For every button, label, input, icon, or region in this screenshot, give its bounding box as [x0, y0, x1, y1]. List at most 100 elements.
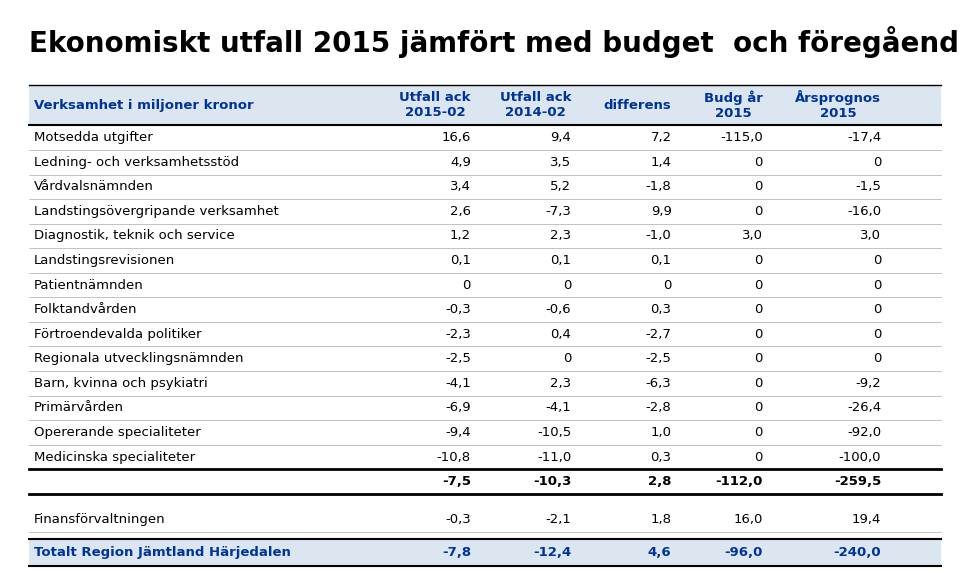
Text: 0: 0 — [755, 328, 762, 340]
Text: 4,9: 4,9 — [450, 156, 470, 168]
Text: 5,2: 5,2 — [550, 180, 571, 193]
Text: 0: 0 — [755, 205, 762, 218]
Text: -1,5: -1,5 — [855, 180, 881, 193]
Text: 2,6: 2,6 — [450, 205, 470, 218]
Text: 0: 0 — [755, 180, 762, 193]
Text: 9,4: 9,4 — [550, 131, 571, 144]
Text: 0,4: 0,4 — [550, 328, 571, 340]
Text: 0: 0 — [563, 352, 571, 365]
Text: Vårdvalsnämnden: Vårdvalsnämnden — [34, 180, 154, 193]
Text: 0: 0 — [755, 450, 762, 463]
Text: -17,4: -17,4 — [847, 131, 881, 144]
Text: -2,1: -2,1 — [545, 513, 571, 526]
Text: -92,0: -92,0 — [847, 426, 881, 439]
Text: -4,1: -4,1 — [545, 401, 571, 414]
Text: 3,0: 3,0 — [742, 229, 762, 242]
Text: 2,3: 2,3 — [550, 229, 571, 242]
Text: -0,3: -0,3 — [445, 303, 470, 316]
Text: 0: 0 — [755, 377, 762, 390]
Text: 0: 0 — [873, 352, 881, 365]
Text: 0: 0 — [873, 254, 881, 267]
Text: 0: 0 — [755, 401, 762, 414]
Text: Motsedda utgifter: Motsedda utgifter — [34, 131, 153, 144]
Text: -2,5: -2,5 — [646, 352, 672, 365]
Bar — [29, 85, 941, 125]
Text: 0,3: 0,3 — [651, 450, 672, 463]
Text: Förtroendevalda politiker: Förtroendevalda politiker — [34, 328, 201, 340]
Text: -7,8: -7,8 — [442, 546, 470, 559]
Text: Folktandvården: Folktandvården — [34, 303, 137, 316]
Text: Verksamhet i miljoner kronor: Verksamhet i miljoner kronor — [34, 99, 253, 112]
Text: Finansförvaltningen: Finansförvaltningen — [34, 513, 165, 526]
Text: -11,0: -11,0 — [537, 450, 571, 463]
Text: -6,3: -6,3 — [646, 377, 672, 390]
Text: 0: 0 — [755, 156, 762, 168]
Text: 3,5: 3,5 — [550, 156, 571, 168]
Text: 1,2: 1,2 — [449, 229, 470, 242]
Text: -259,5: -259,5 — [834, 475, 881, 488]
Text: Landstingsövergripande verksamhet: Landstingsövergripande verksamhet — [34, 205, 278, 218]
Text: 0: 0 — [873, 156, 881, 168]
Text: -10,8: -10,8 — [437, 450, 470, 463]
Text: Utfall ack
2014-02: Utfall ack 2014-02 — [500, 91, 571, 119]
Text: 0: 0 — [755, 303, 762, 316]
Text: Årsprognos
2015: Årsprognos 2015 — [795, 90, 881, 120]
Text: 16,6: 16,6 — [442, 131, 470, 144]
Text: -7,5: -7,5 — [442, 475, 470, 488]
Text: Opererande specialiteter: Opererande specialiteter — [34, 426, 201, 439]
Text: -10,3: -10,3 — [533, 475, 571, 488]
Text: -100,0: -100,0 — [839, 450, 881, 463]
Text: differens: differens — [604, 99, 672, 112]
Text: -7,3: -7,3 — [545, 205, 571, 218]
Text: 0,1: 0,1 — [550, 254, 571, 267]
Text: -9,2: -9,2 — [855, 377, 881, 390]
Text: Ekonomiskt utfall 2015 jämfört med budget  och föregående år: Ekonomiskt utfall 2015 jämfört med budge… — [29, 26, 960, 58]
Text: Diagnostik, teknik och service: Diagnostik, teknik och service — [34, 229, 234, 242]
Text: Patientnämnden: Patientnämnden — [34, 278, 143, 291]
Text: -16,0: -16,0 — [847, 205, 881, 218]
Text: 0: 0 — [755, 254, 762, 267]
Text: -12,4: -12,4 — [533, 546, 571, 559]
Text: 19,4: 19,4 — [852, 513, 881, 526]
Text: Barn, kvinna och psykiatri: Barn, kvinna och psykiatri — [34, 377, 207, 390]
Text: 0: 0 — [463, 278, 470, 291]
Text: -115,0: -115,0 — [720, 131, 762, 144]
Text: -0,6: -0,6 — [545, 303, 571, 316]
Text: Medicinska specialiteter: Medicinska specialiteter — [34, 450, 195, 463]
Text: 2,3: 2,3 — [550, 377, 571, 390]
Text: -1,8: -1,8 — [646, 180, 672, 193]
Text: -2,5: -2,5 — [445, 352, 470, 365]
Text: Totalt Region Jämtland Härjedalen: Totalt Region Jämtland Härjedalen — [34, 546, 291, 559]
Text: 3,0: 3,0 — [860, 229, 881, 242]
Text: -10,5: -10,5 — [537, 426, 571, 439]
Text: 9,9: 9,9 — [651, 205, 672, 218]
Text: 0: 0 — [873, 328, 881, 340]
Text: 0: 0 — [755, 278, 762, 291]
Text: 3,4: 3,4 — [450, 180, 470, 193]
Text: 0,3: 0,3 — [651, 303, 672, 316]
Text: -2,3: -2,3 — [445, 328, 470, 340]
Text: -26,4: -26,4 — [847, 401, 881, 414]
Text: 0,1: 0,1 — [651, 254, 672, 267]
Text: 0,1: 0,1 — [450, 254, 470, 267]
Text: 16,0: 16,0 — [733, 513, 762, 526]
Text: -240,0: -240,0 — [833, 546, 881, 559]
Text: 2,8: 2,8 — [648, 475, 672, 488]
Text: 4,6: 4,6 — [648, 546, 672, 559]
Text: -6,9: -6,9 — [445, 401, 470, 414]
Text: 0: 0 — [755, 352, 762, 365]
Text: Ledning- och verksamhetsstöd: Ledning- och verksamhetsstöd — [34, 156, 239, 168]
Text: Primärvården: Primärvården — [34, 401, 124, 414]
Text: 1,4: 1,4 — [651, 156, 672, 168]
Text: -4,1: -4,1 — [445, 377, 470, 390]
Text: -2,7: -2,7 — [646, 328, 672, 340]
Text: 1,8: 1,8 — [651, 513, 672, 526]
Text: 0: 0 — [873, 303, 881, 316]
Text: Landstingsrevisionen: Landstingsrevisionen — [34, 254, 175, 267]
Text: -0,3: -0,3 — [445, 513, 470, 526]
Text: -1,0: -1,0 — [646, 229, 672, 242]
Text: 0: 0 — [873, 278, 881, 291]
Text: -2,8: -2,8 — [646, 401, 672, 414]
Bar — [29, 539, 941, 566]
Text: -9,4: -9,4 — [445, 426, 470, 439]
